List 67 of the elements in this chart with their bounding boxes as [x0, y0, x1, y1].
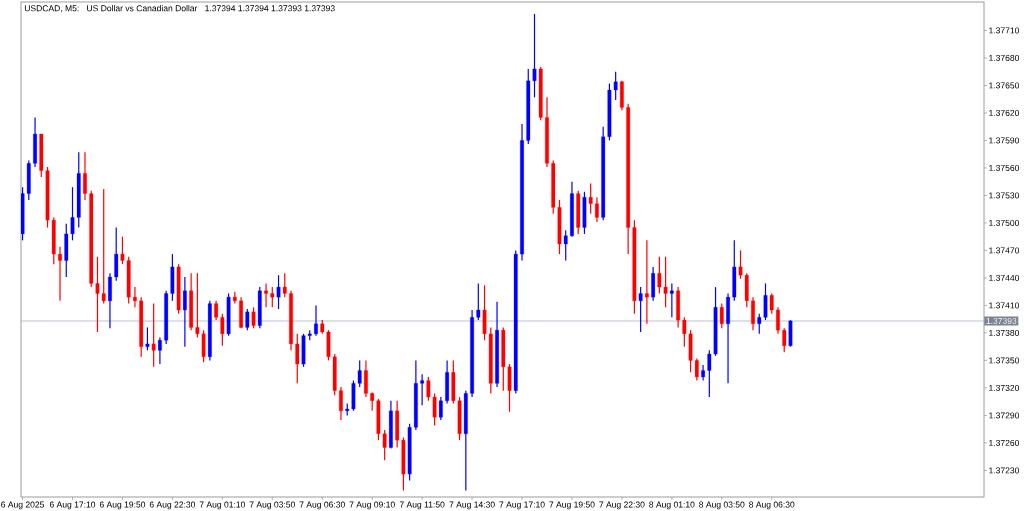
- candlestick: [226, 292, 231, 337]
- x-tick-label: 6 Aug 22:30: [149, 501, 196, 510]
- candlestick: [538, 66, 543, 121]
- y-tick-label: 1.37260: [989, 439, 1020, 446]
- candlestick: [463, 390, 468, 492]
- annotation: 1.37394 1.37394 1.37393 1.37393: [205, 5, 335, 12]
- candlestick: [782, 327, 787, 353]
- y-tick-label: 1.37380: [989, 329, 1020, 336]
- candlestick: [114, 226, 119, 282]
- ref-line-label: 1.37393: [986, 317, 1017, 325]
- x-tick-label: 7 Aug 09:10: [349, 501, 395, 510]
- candlestick: [476, 282, 481, 321]
- candlestick: [582, 191, 587, 235]
- candlestick: [638, 286, 643, 333]
- y-tick-label: 1.37530: [989, 192, 1020, 199]
- x-tick-label: 7 Aug 03:50: [249, 501, 295, 510]
- x-tick-label: 7 Aug 11:50: [399, 501, 445, 510]
- y-tick-label: 1.37350: [989, 357, 1020, 364]
- x-tick-label: 6 Aug 19:50: [99, 501, 146, 510]
- y-tick-label: 1.37590: [989, 137, 1020, 144]
- candlestick: [151, 302, 156, 368]
- x-tick-label: 6 Aug 2025: [1, 501, 45, 510]
- x-tick-label: 8 Aug 06:30: [749, 501, 795, 510]
- candlestick: [669, 282, 674, 318]
- y-tick-label: 1.37680: [989, 54, 1020, 61]
- candlestick: [769, 292, 774, 315]
- x-tick-label: 7 Aug 14:30: [449, 501, 495, 510]
- y-tick-label: 1.37560: [989, 164, 1020, 171]
- y-tick-label: 1.37290: [989, 412, 1020, 419]
- candlestick: [251, 306, 256, 329]
- x-tick-label: 8 Aug 01:10: [649, 501, 695, 510]
- candlestick: [732, 239, 737, 302]
- x-tick-label: 7 Aug 22:30: [599, 501, 645, 510]
- candlestick: [788, 319, 793, 348]
- y-tick-label: 1.37410: [989, 302, 1020, 309]
- chart-subtitle: US Dollar vs Canadian Dollar: [87, 5, 198, 12]
- y-tick-label: 1.37470: [989, 247, 1020, 254]
- candlestick: [513, 249, 518, 395]
- y-tick-label: 1.37500: [989, 219, 1020, 226]
- x-tick-label: 7 Aug 19:50: [549, 501, 595, 510]
- candlestick: [563, 229, 568, 262]
- candlestick: [257, 286, 262, 329]
- candlestick: [719, 302, 724, 329]
- candlestick: [295, 333, 300, 384]
- candlestick: [276, 274, 281, 310]
- candlestick: [576, 190, 581, 235]
- y-tick-label: 1.37440: [989, 274, 1020, 281]
- candlestick: [176, 263, 181, 315]
- y-tick-label: 1.37320: [989, 384, 1020, 391]
- candlestick: [139, 296, 144, 358]
- x-tick-label: 7 Aug 17:10: [499, 501, 545, 510]
- x-tick-label: 7 Aug 06:30: [299, 501, 345, 510]
- chart-title: USDCAD, M5:: [24, 5, 79, 13]
- candlestick: [145, 326, 150, 351]
- candlestick: [644, 239, 649, 325]
- x-tick-label: 8 Aug 03:50: [699, 501, 745, 510]
- x-tick-label: 7 Aug 01:10: [199, 501, 246, 510]
- candlestick: [282, 272, 287, 298]
- y-tick-label: 1.37650: [989, 82, 1020, 89]
- y-tick-label: 1.37230: [989, 467, 1020, 474]
- candlestick: [420, 373, 425, 406]
- y-tick-label: 1.37620: [989, 109, 1020, 116]
- candlestick: [245, 308, 250, 331]
- y-tick-label: 1.37710: [989, 27, 1020, 34]
- candlestick: [588, 182, 593, 215]
- candlestick: [270, 286, 275, 308]
- x-tick-label: 6 Aug 17:10: [49, 501, 96, 510]
